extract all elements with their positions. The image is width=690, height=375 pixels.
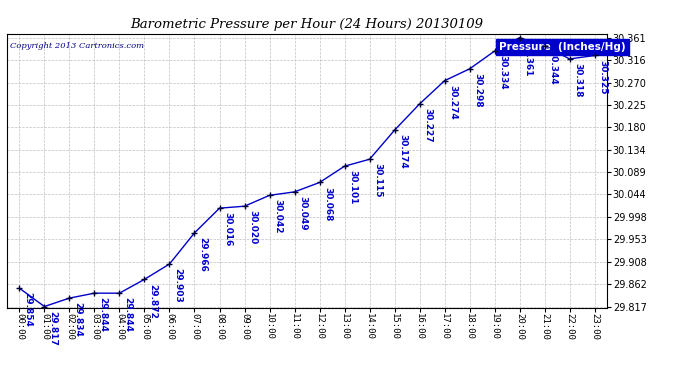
- Text: 29.966: 29.966: [199, 237, 208, 272]
- Text: 29.854: 29.854: [23, 292, 32, 327]
- Text: 30.115: 30.115: [374, 164, 383, 198]
- Text: 30.042: 30.042: [274, 200, 283, 234]
- Text: 30.298: 30.298: [474, 73, 483, 108]
- Text: 30.016: 30.016: [224, 212, 233, 247]
- Title: Barometric Pressure per Hour (24 Hours) 20130109: Barometric Pressure per Hour (24 Hours) …: [130, 18, 484, 31]
- Text: 30.344: 30.344: [549, 50, 558, 85]
- Text: 30.318: 30.318: [574, 63, 583, 98]
- Text: 29.844: 29.844: [99, 297, 108, 332]
- Text: 30.101: 30.101: [348, 170, 357, 205]
- Text: 30.174: 30.174: [399, 134, 408, 169]
- Text: 29.834: 29.834: [74, 302, 83, 337]
- Text: 30.020: 30.020: [248, 210, 257, 244]
- Text: 29.844: 29.844: [124, 297, 132, 332]
- Text: 30.049: 30.049: [299, 196, 308, 231]
- Text: 30.274: 30.274: [448, 85, 457, 120]
- Text: 30.068: 30.068: [324, 187, 333, 221]
- Text: 30.334: 30.334: [499, 55, 508, 90]
- Text: Pressure  (Inches/Hg): Pressure (Inches/Hg): [499, 42, 626, 52]
- Text: Copyright 2013 Cartronics.com: Copyright 2013 Cartronics.com: [10, 42, 144, 50]
- Text: 29.817: 29.817: [48, 310, 57, 345]
- Text: 29.903: 29.903: [174, 268, 183, 303]
- Text: 29.872: 29.872: [148, 284, 157, 318]
- Text: 30.325: 30.325: [599, 60, 608, 94]
- Text: 30.227: 30.227: [424, 108, 433, 143]
- Text: 30.361: 30.361: [524, 42, 533, 76]
